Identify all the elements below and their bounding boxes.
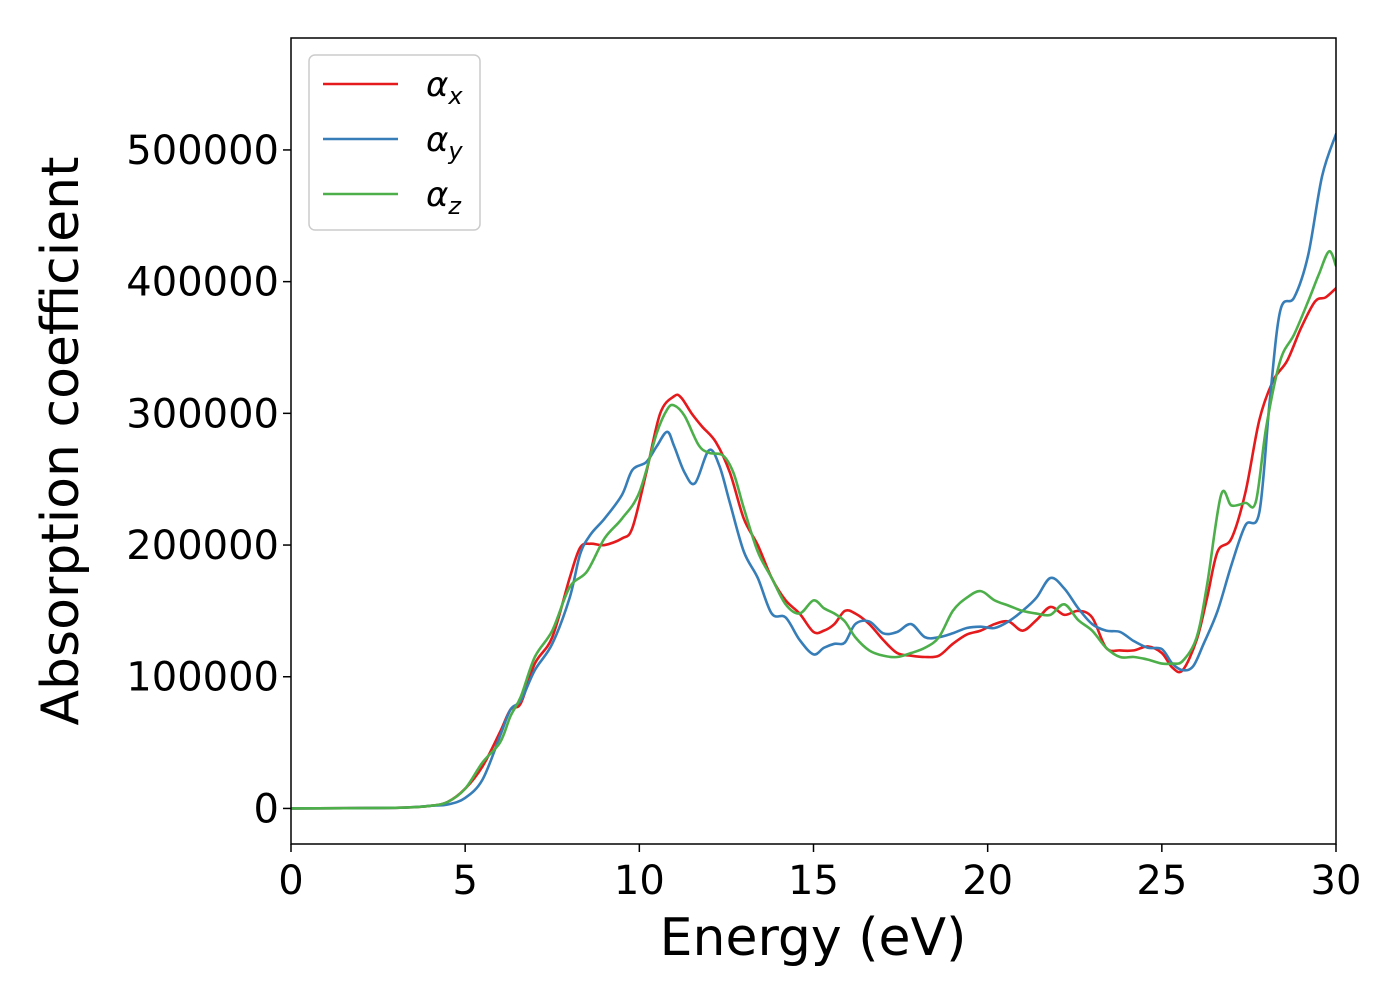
x-axis: 0 5 10 15 20 25 30 [278, 844, 1361, 904]
series-line-y [291, 132, 1336, 810]
series-layer [291, 132, 1336, 810]
y-tick-label: 0 [254, 786, 279, 832]
x-tick-label: 5 [452, 858, 477, 904]
series-line-x [291, 286, 1336, 810]
x-tick-label: 20 [962, 858, 1013, 904]
x-tick-label: 10 [614, 858, 665, 904]
legend-label-x: αx [426, 65, 463, 110]
y-axis: 0 100000 200000 300000 400000 500000 [126, 128, 291, 832]
x-tick-label: 25 [1136, 858, 1187, 904]
y-tick-label: 100000 [126, 655, 279, 701]
legend-frame [308, 54, 481, 231]
legend: αx αy αz [308, 54, 481, 231]
x-tick-label: 15 [788, 858, 839, 904]
x-tick-label: 30 [1311, 858, 1362, 904]
x-tick-label: 0 [278, 858, 303, 904]
y-axis-label: Absorption coefficient [31, 156, 91, 725]
legend-label-z: αz [426, 175, 462, 220]
y-tick-label: 500000 [126, 128, 279, 174]
x-axis-label: Energy (eV) [660, 908, 967, 968]
y-tick-label: 400000 [126, 260, 279, 306]
legend-label-y: αy [426, 120, 463, 165]
y-tick-label: 200000 [126, 523, 279, 569]
series-line-z [291, 250, 1336, 810]
y-tick-label: 300000 [126, 391, 279, 437]
